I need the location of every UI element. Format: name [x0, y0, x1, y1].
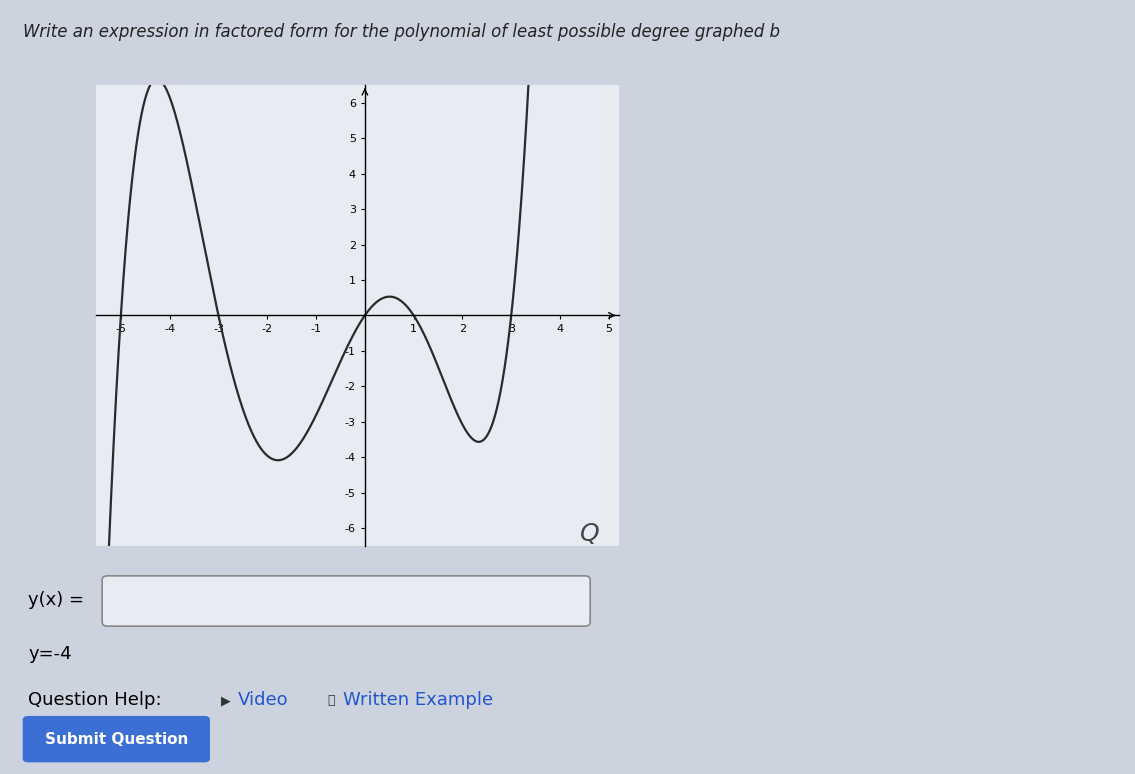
- Text: Q: Q: [580, 522, 600, 546]
- Text: Submit Question: Submit Question: [45, 731, 188, 747]
- Text: y(x) =: y(x) =: [28, 591, 84, 609]
- Text: ▶: ▶: [221, 694, 230, 707]
- Text: Written Example: Written Example: [343, 691, 493, 710]
- Text: 📋: 📋: [327, 694, 335, 707]
- Text: Video: Video: [238, 691, 289, 710]
- Text: y=-4: y=-4: [28, 645, 72, 663]
- Text: Write an expression in factored form for the polynomial of least possible degree: Write an expression in factored form for…: [23, 23, 780, 41]
- Text: Question Help:: Question Help:: [28, 691, 162, 710]
